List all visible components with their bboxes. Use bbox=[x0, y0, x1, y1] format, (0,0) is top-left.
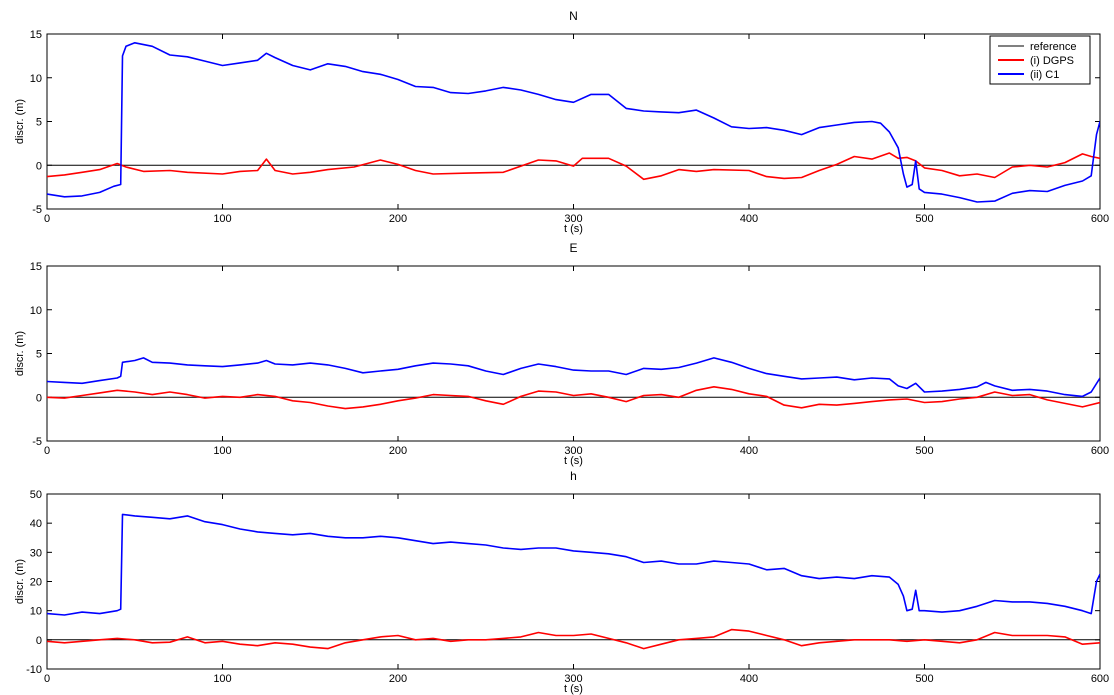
y-tick-label: 0 bbox=[36, 635, 42, 647]
y-tick-label: -10 bbox=[26, 664, 42, 676]
y-tick-label: 15 bbox=[30, 29, 42, 41]
x-tick-label: 100 bbox=[213, 673, 231, 685]
legend: reference (i) DGPS (ii) C1 bbox=[989, 35, 1091, 85]
x-tick-label: 500 bbox=[915, 213, 933, 225]
series-line-i-dgps bbox=[47, 385, 1100, 410]
series-group bbox=[47, 41, 1100, 203]
series-line-i-dgps bbox=[47, 152, 1100, 181]
y-tick-label: 15 bbox=[30, 261, 42, 273]
subplot-title: E bbox=[569, 241, 577, 255]
y-tick-label: 0 bbox=[36, 392, 42, 404]
x-tick-label: 0 bbox=[44, 673, 50, 685]
series-line-ii-c1 bbox=[47, 41, 1100, 203]
legend-label-reference: reference bbox=[1030, 41, 1076, 53]
subplot-title: N bbox=[569, 9, 578, 23]
series-line-i-dgps bbox=[47, 628, 1100, 650]
series-line-ii-c1 bbox=[47, 357, 1100, 398]
y-tick-label: 10 bbox=[30, 305, 42, 317]
y-tick-label: 40 bbox=[30, 518, 42, 530]
y-tick-label: -5 bbox=[32, 436, 42, 448]
x-tick-label: 400 bbox=[740, 445, 758, 457]
x-axis-label: t (s) bbox=[564, 223, 583, 235]
x-axis-label: t (s) bbox=[564, 683, 583, 695]
x-tick-label: 300 bbox=[564, 673, 582, 685]
y-tick-label: 10 bbox=[30, 73, 42, 85]
x-tick-label: 500 bbox=[915, 673, 933, 685]
x-tick-label: 200 bbox=[389, 445, 407, 457]
subplot-title: h bbox=[570, 469, 577, 483]
legend-label-i-dgps: (i) DGPS bbox=[1030, 55, 1074, 67]
x-tick-label: 400 bbox=[740, 213, 758, 225]
x-tick-label: 500 bbox=[915, 445, 933, 457]
x-tick-label: 200 bbox=[389, 213, 407, 225]
x-tick-label: 300 bbox=[564, 213, 582, 225]
series-group bbox=[47, 513, 1100, 650]
y-tick-label: 20 bbox=[30, 577, 42, 589]
x-tick-label: 400 bbox=[740, 673, 758, 685]
y-tick-label: 30 bbox=[30, 547, 42, 559]
y-tick-label: 5 bbox=[36, 349, 42, 361]
y-tick-label: 50 bbox=[30, 489, 42, 501]
y-tick-label: 0 bbox=[36, 160, 42, 172]
x-tick-label: 100 bbox=[213, 213, 231, 225]
y-axis-label: discr. (m) bbox=[14, 559, 26, 604]
x-tick-label: 200 bbox=[389, 673, 407, 685]
y-axis-label: discr. (m) bbox=[14, 99, 26, 144]
series-group bbox=[47, 357, 1100, 410]
x-tick-label: 600 bbox=[1091, 673, 1109, 685]
x-tick-label: 0 bbox=[44, 213, 50, 225]
x-tick-label: 300 bbox=[564, 445, 582, 457]
y-tick-label: 5 bbox=[36, 117, 42, 129]
legend-label-ii-c1: (ii) C1 bbox=[1030, 69, 1059, 81]
x-tick-label: 600 bbox=[1091, 445, 1109, 457]
y-tick-label: 10 bbox=[30, 606, 42, 618]
y-tick-label: -5 bbox=[32, 204, 42, 216]
series-line-ii-c1 bbox=[47, 513, 1100, 616]
y-axis-label: discr. (m) bbox=[14, 331, 26, 376]
x-tick-label: 600 bbox=[1091, 213, 1109, 225]
x-axis-label: t (s) bbox=[564, 455, 583, 467]
x-tick-label: 100 bbox=[213, 445, 231, 457]
x-tick-label: 0 bbox=[44, 445, 50, 457]
